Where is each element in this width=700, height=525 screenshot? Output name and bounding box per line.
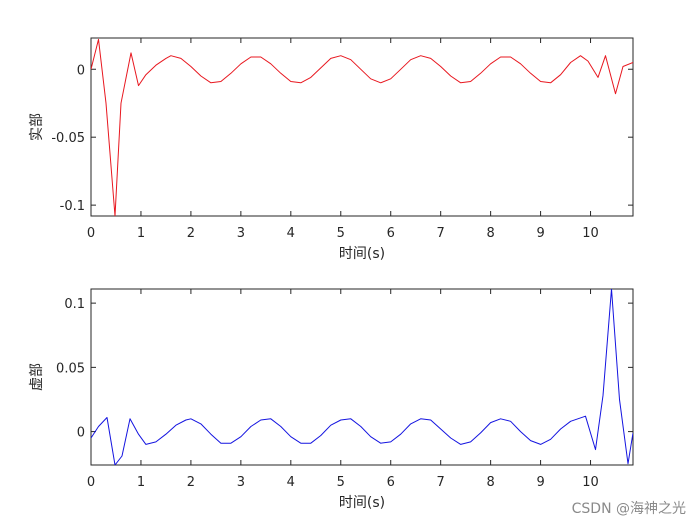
x-tick-label: 2 — [187, 475, 195, 490]
x-axis-label: 时间(s) — [339, 495, 385, 511]
axes-box — [90, 288, 634, 466]
x-tick-label: 3 — [237, 475, 245, 490]
y-tick-label: 0 — [77, 63, 85, 78]
x-tick-label: 6 — [387, 226, 395, 241]
x-tick-label: 7 — [437, 226, 445, 241]
series-line — [91, 289, 633, 465]
x-tick-label: 4 — [287, 226, 295, 241]
x-tick-label: 4 — [287, 475, 295, 490]
x-tick-label: 6 — [387, 475, 395, 490]
watermark-text: CSDN @海神之光 — [572, 501, 686, 517]
x-axis-label: 时间(s) — [339, 246, 385, 262]
y-tick-label: -0.1 — [60, 199, 85, 214]
x-tick-label: 9 — [536, 475, 544, 490]
x-tick-label: 7 — [437, 475, 445, 490]
y-tick-label: 0.05 — [56, 361, 85, 376]
x-tick-label: 10 — [582, 226, 599, 241]
y-tick-label: 0 — [77, 426, 85, 441]
x-tick-label: 1 — [137, 226, 145, 241]
x-tick-label: 8 — [486, 475, 494, 490]
x-tick-label: 0 — [87, 226, 95, 241]
axes-box — [90, 37, 634, 217]
x-tick-label: 5 — [337, 226, 345, 241]
x-tick-label: 3 — [237, 226, 245, 241]
y-axis-label: 虚部 — [29, 363, 45, 391]
y-axis-label: 实部 — [29, 113, 45, 141]
x-tick-label: 10 — [582, 475, 599, 490]
y-tick-label: -0.05 — [51, 131, 85, 146]
real-part-panel: 0 1 2 3 4 5 6 7 8 9 10 0 -0.05 -0.1 时间(s) 实部 — [29, 37, 634, 262]
imag-part-panel: 0 1 2 3 4 5 6 7 8 9 10 0.1 0.05 0 时间(s) 虚部 — [29, 288, 634, 511]
x-tick-label: 0 — [87, 475, 95, 490]
x-tick-label: 5 — [337, 475, 345, 490]
x-tick-label: 1 — [137, 475, 145, 490]
x-tick-label: 2 — [187, 226, 195, 241]
series-line — [91, 38, 633, 216]
x-tick-label: 9 — [536, 226, 544, 241]
y-tick-label: 0.1 — [64, 297, 85, 312]
x-tick-label: 8 — [486, 226, 494, 241]
